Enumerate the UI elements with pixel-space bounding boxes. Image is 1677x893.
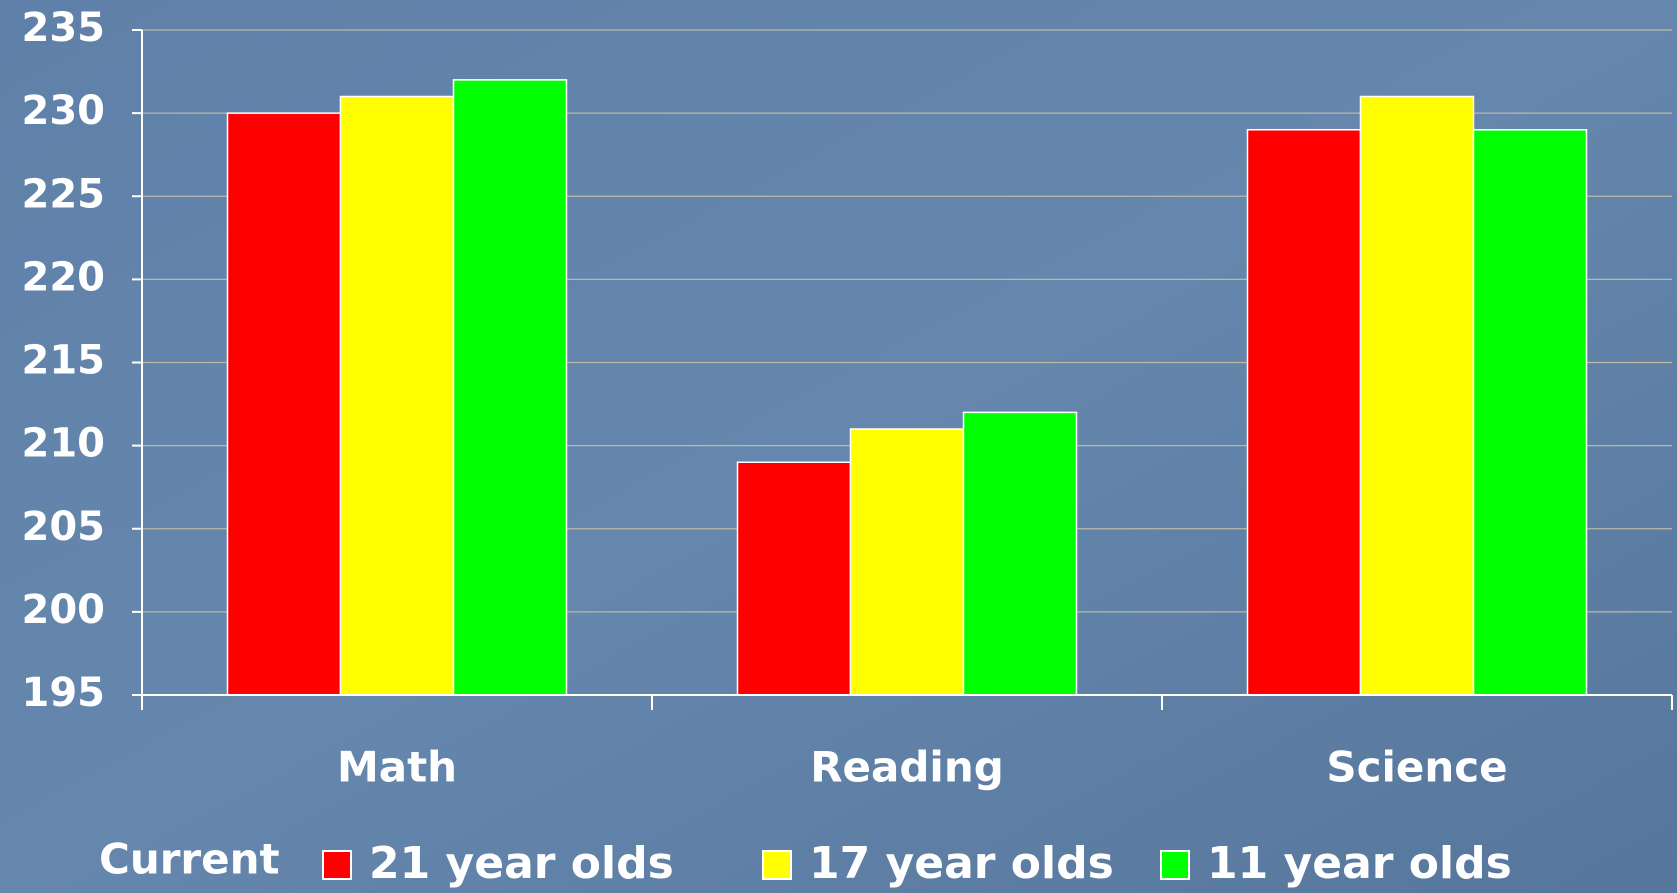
y-tick-label: 235: [22, 5, 106, 51]
legend-swatch: [762, 850, 792, 880]
bar: [1246, 129, 1362, 696]
bar: [849, 428, 965, 696]
legend-label: 21 year olds: [369, 838, 674, 889]
x-tick-label: Math: [337, 743, 457, 792]
x-tick-label: Reading: [810, 743, 1004, 792]
bar: [1472, 129, 1588, 696]
y-tick-label: 205: [22, 504, 106, 550]
y-tick-label: 225: [22, 171, 106, 217]
bar: [226, 112, 342, 696]
legend-swatch: [322, 850, 352, 880]
y-tick-label: 210: [22, 421, 106, 467]
legend-swatch: [1160, 850, 1190, 880]
y-tick-label: 230: [22, 88, 106, 134]
bar: [1359, 95, 1475, 696]
x-tick-label: Science: [1326, 743, 1507, 792]
bar: [736, 461, 852, 696]
bar: [452, 79, 568, 696]
bar: [339, 95, 455, 696]
y-tick-label: 215: [22, 338, 106, 384]
legend-title: Current: [99, 835, 280, 884]
y-tick-label: 200: [22, 587, 106, 633]
legend-label: 11 year olds: [1207, 838, 1512, 889]
y-tick-label: 195: [22, 670, 106, 716]
bar: [962, 411, 1078, 696]
y-tick-label: 220: [22, 254, 106, 300]
legend-label: 17 year olds: [809, 838, 1114, 889]
